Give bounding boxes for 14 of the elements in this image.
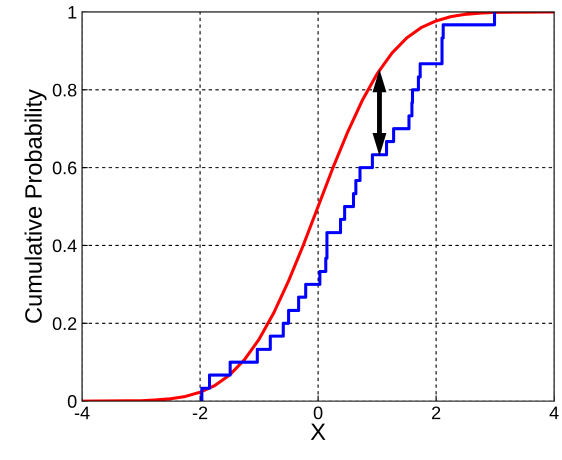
y-tick-label: 1 xyxy=(68,6,76,18)
y-tick-label: 0.8 xyxy=(52,84,76,97)
x-axis-title: X xyxy=(310,424,326,440)
line-series xyxy=(82,12,554,402)
x-tick-label: 4 xyxy=(550,406,559,420)
x-tick-label: 2 xyxy=(432,406,440,420)
y-tick-label: 0 xyxy=(68,395,76,408)
x-tick-label: -2 xyxy=(192,406,208,420)
x-tick-label: 0 xyxy=(314,406,322,420)
y-tick-label: 0.4 xyxy=(52,239,77,252)
x-tick-label: -4 xyxy=(74,406,90,420)
y-tick-label: 0.6 xyxy=(52,162,76,174)
y-tick-label: 0.2 xyxy=(52,317,76,330)
y-axis-title: Cumulative Probability xyxy=(24,89,47,323)
